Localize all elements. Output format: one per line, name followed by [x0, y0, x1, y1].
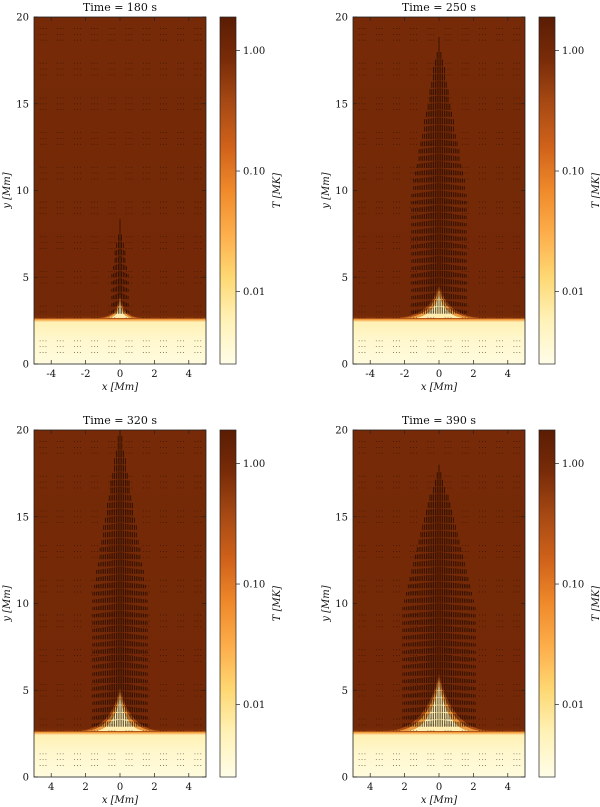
velocity-field: [358, 441, 521, 766]
x-tick-label: 2: [82, 782, 88, 793]
velocity-field: [39, 430, 202, 766]
y-axis-label: y [Mm]: [2, 172, 13, 209]
x-tick-label: 2: [401, 782, 407, 793]
colorbar-tick-label: 0.10: [562, 580, 584, 591]
heatmap-area: [34, 430, 206, 777]
colorbar-tick-label: 1.00: [243, 459, 265, 470]
x-tick-label: 2: [151, 369, 157, 380]
y-tick-label: 20: [16, 426, 29, 437]
colorbar-label: T [MK]: [272, 586, 283, 621]
colorbar-tick-label: 0.01: [243, 287, 265, 298]
heatmap-area: [353, 430, 525, 777]
y-axis-label: y [Mm]: [321, 172, 332, 209]
y-tick-label: 20: [335, 13, 348, 24]
x-tick-label: -4: [46, 369, 56, 380]
colorbar-gradient: [538, 429, 556, 778]
y-tick-label: 10: [16, 186, 29, 197]
velocity-field: [358, 28, 521, 353]
x-tick-label: 0: [436, 782, 442, 793]
panel-title: Time = 180 s: [83, 1, 157, 14]
x-tick-label: -2: [400, 369, 410, 380]
y-tick-label: 10: [335, 599, 348, 610]
y-tick-label: 0: [23, 360, 29, 371]
x-tick-label: 4: [186, 782, 192, 793]
y-tick-label: 5: [23, 273, 29, 284]
x-axis-label: x [Mm]: [102, 795, 138, 806]
colorbar-label: T [MK]: [272, 173, 283, 208]
y-tick-label: 0: [342, 773, 348, 784]
y-tick-label: 15: [16, 512, 29, 523]
colorbar: 1.00 0.10 0.01 T [MK]: [219, 16, 283, 365]
x-tick-label: 4: [505, 369, 511, 380]
x-tick-label: -2: [81, 369, 91, 380]
colorbar-gradient: [219, 429, 237, 778]
panel-2: -4 -2 0 2 4 0 5 10 15 20 Time = 250 s x [Mm] y [Mm] 1…: [321, 1, 600, 393]
colorbar-tick-label: 0.01: [243, 700, 265, 711]
y-axis-label: y [Mm]: [2, 585, 13, 622]
colorbar-tick-label: 1.00: [562, 459, 584, 470]
x-tick-label: 4: [505, 782, 511, 793]
y-tick-label: 5: [342, 686, 348, 697]
y-tick-label: 20: [335, 426, 348, 437]
y-tick-label: 15: [335, 512, 348, 523]
x-tick-label: 0: [436, 369, 442, 380]
y-axis-label: y [Mm]: [321, 585, 332, 622]
colorbar-gradient: [219, 16, 237, 365]
colorbar-tick-label: 0.10: [243, 580, 265, 591]
y-tick-label: 5: [23, 686, 29, 697]
colorbar-tick-label: 1.00: [243, 46, 265, 57]
colorbar: 1.00 0.10 0.01 T [MK]: [219, 429, 283, 778]
y-tick-label: 5: [342, 273, 348, 284]
x-tick-label: 4: [48, 782, 54, 793]
x-tick-label: 2: [470, 782, 476, 793]
y-tick-label: 10: [16, 599, 29, 610]
panel-title: Time = 320 s: [83, 414, 157, 427]
y-tick-label: 0: [23, 773, 29, 784]
colorbar-label: T [MK]: [591, 173, 600, 208]
x-tick-label: 4: [186, 369, 192, 380]
x-tick-label: 4: [367, 782, 373, 793]
heatmap-area: [34, 17, 206, 364]
x-axis-label: x [Mm]: [421, 795, 457, 806]
colorbar-gradient: [538, 16, 556, 365]
heatmap-area: [353, 17, 525, 364]
x-tick-label: 2: [151, 782, 157, 793]
x-axis-label: x [Mm]: [102, 382, 138, 393]
colorbar-label: T [MK]: [591, 586, 600, 621]
colorbar: 1.00 0.10 0.01 T [MK]: [538, 16, 600, 365]
y-tick-label: 0: [342, 360, 348, 371]
velocity-field: [39, 28, 202, 353]
panel-title: Time = 250 s: [402, 1, 476, 14]
colorbar-tick-label: 0.01: [562, 287, 584, 298]
x-tick-label: 0: [117, 782, 123, 793]
y-tick-label: 10: [335, 186, 348, 197]
y-tick-label: 15: [16, 99, 29, 110]
colorbar-tick-label: 0.01: [562, 700, 584, 711]
x-tick-label: 0: [117, 369, 123, 380]
x-tick-label: 2: [470, 369, 476, 380]
panel-1: -4 -2 0 2 4 0 5 10 15 20 Time = 180 s x [Mm] y [Mm] 1…: [2, 1, 283, 393]
colorbar: 1.00 0.10 0.01 T [MK]: [538, 429, 600, 778]
panel-title: Time = 390 s: [402, 414, 476, 427]
colorbar-tick-label: 0.10: [562, 167, 584, 178]
colorbar-tick-label: 1.00: [562, 46, 584, 57]
colorbar-tick-label: 0.10: [243, 167, 265, 178]
y-tick-label: 15: [335, 99, 348, 110]
y-tick-label: 20: [16, 13, 29, 24]
x-axis-label: x [Mm]: [421, 382, 457, 393]
x-tick-label: -4: [365, 369, 375, 380]
